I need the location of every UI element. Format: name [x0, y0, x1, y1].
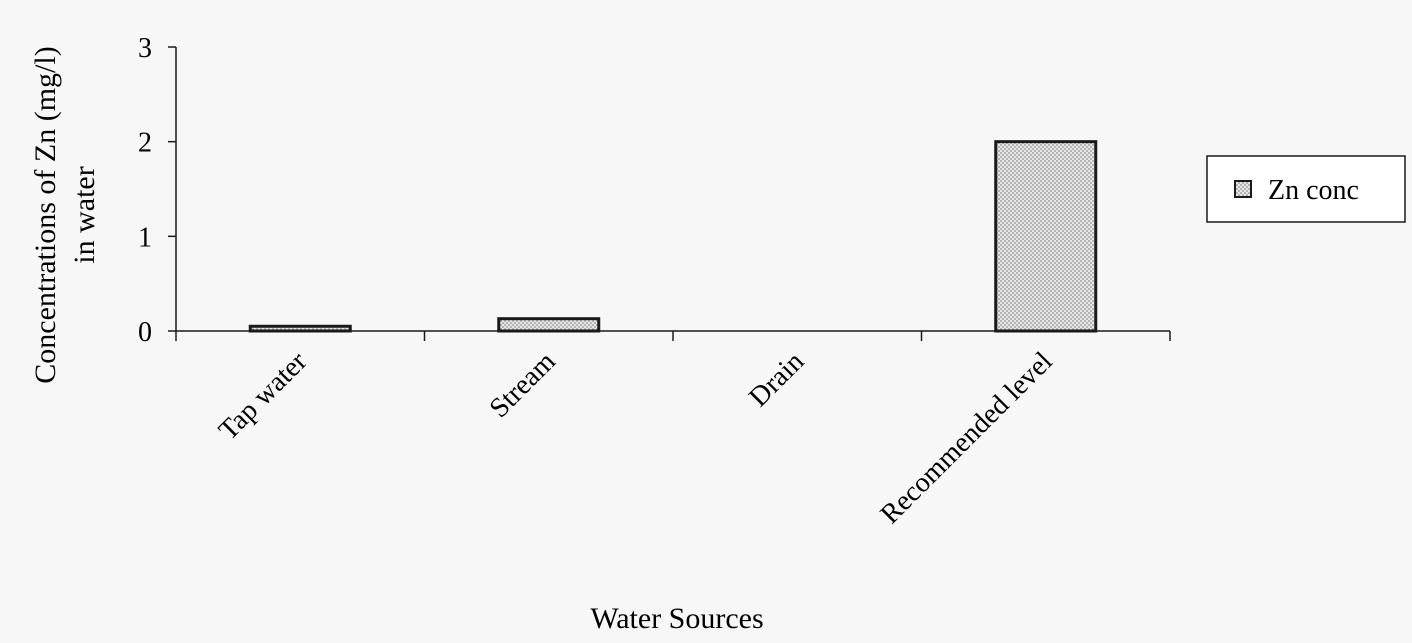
x-category-label: Tap water: [213, 346, 314, 447]
bar-recommended-level: [994, 140, 1098, 333]
x-category-label: Stream: [484, 346, 562, 424]
x-axis-title: Water Sources: [590, 602, 763, 635]
x-category-label: Recommended level: [875, 346, 1059, 530]
x-category-label: Drain: [743, 346, 810, 413]
y-tick-label: 2: [138, 128, 152, 159]
y-axis-title-line-2: in water: [68, 166, 101, 263]
y-tick-label: 3: [138, 33, 152, 64]
y-tick-label: 0: [138, 317, 152, 348]
legend-label: Zn conc: [1268, 175, 1359, 206]
y-axis-title: Concentrations of Zn (mg/l) in water: [29, 46, 101, 383]
y-axis-title-line-1: Concentrations of Zn (mg/l): [29, 46, 62, 383]
y-tick-label: 1: [138, 222, 152, 253]
legend: Zn conc: [1206, 155, 1406, 223]
plot-area: 0 1 2 3 Tap water Stream Drain Recommended leve…: [138, 33, 1171, 530]
legend-swatch: [1234, 180, 1252, 198]
bar-stream: [497, 317, 601, 333]
